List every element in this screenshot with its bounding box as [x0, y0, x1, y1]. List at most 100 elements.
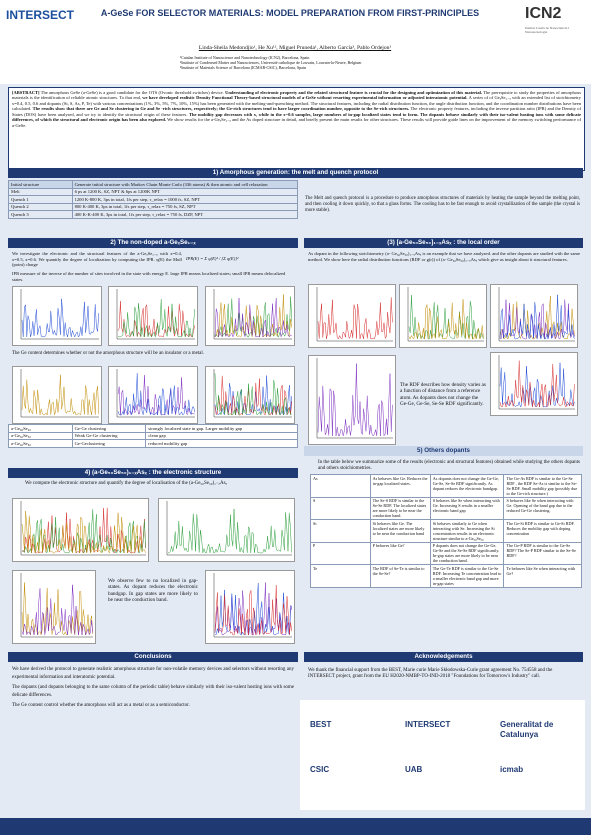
- logo-strip: BEST INTERSECT Generalitat de Catalunya CSI…: [300, 700, 585, 810]
- table-cell: Ge-Ge clustering: [71, 424, 147, 433]
- table-row: a-Ge₆₀Se₄₀ Ge-Ge clustering strongly local…: [8, 424, 298, 433]
- observe-text: We observe few to no localized in gap-st…: [108, 578, 198, 604]
- abstract-text: The mobility gap decreases with x, while…: [12, 111, 581, 123]
- plot-figure: [12, 286, 102, 346]
- plot-figure: [12, 498, 149, 562]
- paragraph: We have derived the protocol to generate…: [12, 667, 294, 680]
- section-title: (3) [a-Ge₅₀Se₅₀]₁₋ₓAsₓ : the local order: [304, 238, 583, 248]
- table-cell: Si behaves similarly to Ge when interact…: [429, 519, 505, 543]
- section-text: We compute the electronic structure and …: [25, 481, 227, 486]
- logo-left: INTERSECT: [6, 8, 75, 22]
- plot-canvas: [116, 369, 196, 418]
- caption: The Ge content determines whether or not…: [12, 351, 204, 356]
- table-cell: S behaves like Se when interacting with …: [503, 496, 582, 520]
- table-cell: S: [310, 496, 371, 520]
- table-row: Quench 3 400 K-K-400 K, 3ps in total, 1fs…: [8, 210, 299, 219]
- plot-figure: [108, 366, 198, 424]
- curve: [214, 373, 292, 416]
- plot-figure: [158, 498, 295, 562]
- table-cell: Si: [310, 519, 371, 543]
- table-row: Quench 1 1200 K-800 K, 3ps in total, 1fs …: [8, 195, 299, 204]
- curve: [408, 299, 484, 340]
- table-cell: 400 K-K-400 K, 3ps in total, 1fs per ste…: [71, 210, 299, 219]
- curve: [21, 584, 94, 636]
- table-row: a-Ge₅₀Se₅₀ Weak Ge-Ge clustering clean gap: [8, 431, 298, 441]
- table-cell: The Se-S RDF is similar to the Se-Se RDF…: [369, 496, 431, 520]
- affiliation: ²Institute of Condensed Matter and Nanos…: [180, 60, 362, 66]
- abstract-text: A series of of GeₓSe₁₋ₓ with an extended…: [12, 95, 581, 112]
- plot-figure: [205, 570, 295, 644]
- table-cell: Quench 3: [8, 210, 73, 219]
- section-text: IPR measure of the inverse of the number…: [12, 271, 286, 282]
- logo: CSIC: [310, 765, 330, 774]
- table-cell: a-Ge₄₀Se₆₀: [8, 439, 73, 448]
- table-cell: P dopants does not change the Ge-Ge, Ge-…: [429, 541, 505, 565]
- section-title: 5) Others dopants: [304, 446, 583, 456]
- plot-figure: [399, 284, 487, 348]
- curve: [214, 297, 292, 338]
- curve: [214, 584, 293, 636]
- table-cell: Ge-Geclustering: [71, 439, 147, 448]
- curve: [499, 362, 575, 408]
- section-title: 2) The non-doped a-GeₓSe₁₋ₓ: [8, 238, 298, 248]
- dopant-table: As As behaves like Ge. Reduces the in-gap…: [310, 474, 582, 588]
- composition-table: a-Ge₆₀Se₄₀ Ge-Ge clustering strongly local…: [8, 424, 298, 448]
- table-cell: Generate initial structure with Markov C…: [71, 180, 299, 189]
- table-cell: Quench 2: [8, 202, 73, 212]
- section-title: 4) (a-Ge₅₀Se₅₀)₁₋ₓAsₓ : the electronic s…: [8, 468, 298, 478]
- curve: [21, 511, 146, 554]
- logo: BEST: [310, 720, 332, 729]
- curve: [21, 298, 100, 338]
- table-cell: The Ge-As RDF is similar to the Ge-Se RD…: [503, 474, 582, 498]
- table-cell: clean gap: [145, 431, 298, 441]
- curve: [317, 297, 393, 340]
- logo: icmab: [500, 765, 524, 774]
- table-cell: 6 ps at 1200 K, SZ, NPT & 6ps at 1200K N…: [71, 187, 299, 197]
- section-title: Conclusions: [8, 652, 298, 662]
- plot-canvas: [20, 501, 146, 556]
- paragraph: The Ge content control whether the amorp…: [12, 703, 190, 708]
- table-cell: The Ge-P RDF is similar to the Ge-Se RDF…: [503, 541, 582, 565]
- table-cell: P behaves like Ge?: [369, 541, 431, 565]
- logo: Generalitat de Catalunya: [500, 720, 554, 739]
- section-text: As dopant in the following stoichiometry…: [308, 251, 580, 262]
- plot-figure: [490, 352, 578, 416]
- title: A-GeSe FOR SELECTOR MATERIALS: MODEL PRE…: [100, 8, 480, 18]
- curve: [21, 582, 94, 636]
- table-cell: P: [310, 541, 371, 565]
- plot-figure: [205, 366, 295, 424]
- table-cell: Weak Ge-Ge clustering: [71, 431, 147, 441]
- table-cell: As: [310, 474, 371, 498]
- table-row: a-Ge₄₀Se₆₀ Ge-Geclustering reduced mobilit…: [8, 439, 298, 448]
- logo-right: ICN2: [525, 5, 562, 22]
- section-title: 1) Amorphous generation: the melt and qu…: [8, 168, 583, 178]
- plot-canvas: [20, 369, 100, 418]
- abstract: [ABSTRACT] The amorphous GeSe (a-GeSe) i…: [8, 87, 585, 171]
- conclusions-text: We have derived the protocol to generate…: [12, 666, 294, 710]
- curve: [117, 301, 196, 338]
- affiliation: ³Institute of Materials Science of Barce…: [180, 65, 307, 71]
- plot-figure: [12, 366, 102, 424]
- table-cell: Te: [310, 564, 371, 588]
- table-cell: As behaves like Ge. Reduces the in-gap l…: [369, 474, 431, 498]
- table-cell: The Ge-Si RDF is similar to Ge-Si RDF. R…: [503, 519, 582, 543]
- curve: [214, 296, 293, 338]
- table-row: Si Si behaves like Ge. The localized stat…: [310, 519, 582, 543]
- curve: [499, 294, 575, 340]
- table-cell: strongly localized state in gap. Larger …: [145, 424, 298, 433]
- logo-right-sub: Institut Català de Nanociència i Nanotec…: [525, 26, 570, 35]
- authors: Linda-Sheila Medondjio¹, He Xu¹², Miguel…: [198, 45, 392, 51]
- plot-figure: [490, 284, 578, 348]
- table-row: Melt 6 ps at 1200 K, SZ, NPT & 6ps at 120…: [8, 187, 299, 197]
- plot-canvas: [407, 287, 484, 342]
- table-cell: a-Ge₆₀Se₄₀: [8, 424, 73, 433]
- plot-canvas: [20, 573, 94, 638]
- header: INTERSECT A-GeSe FOR SELECTOR MATERIALS:…: [0, 0, 591, 84]
- curve: [168, 508, 292, 554]
- affiliation: ¹Catalan Institute of Nanoscience and Na…: [180, 55, 310, 60]
- section-text: We investigate the electronic and the st…: [12, 251, 182, 268]
- abstract-text: The amorphous GeSe (a-GeSe) is a good ca…: [40, 90, 226, 95]
- plot-figure: [205, 286, 295, 346]
- table-row: S The Se-S RDF is similar to the Se-Se RD…: [310, 496, 582, 520]
- acknowledgements-text: We thank the financial support from the …: [308, 668, 553, 680]
